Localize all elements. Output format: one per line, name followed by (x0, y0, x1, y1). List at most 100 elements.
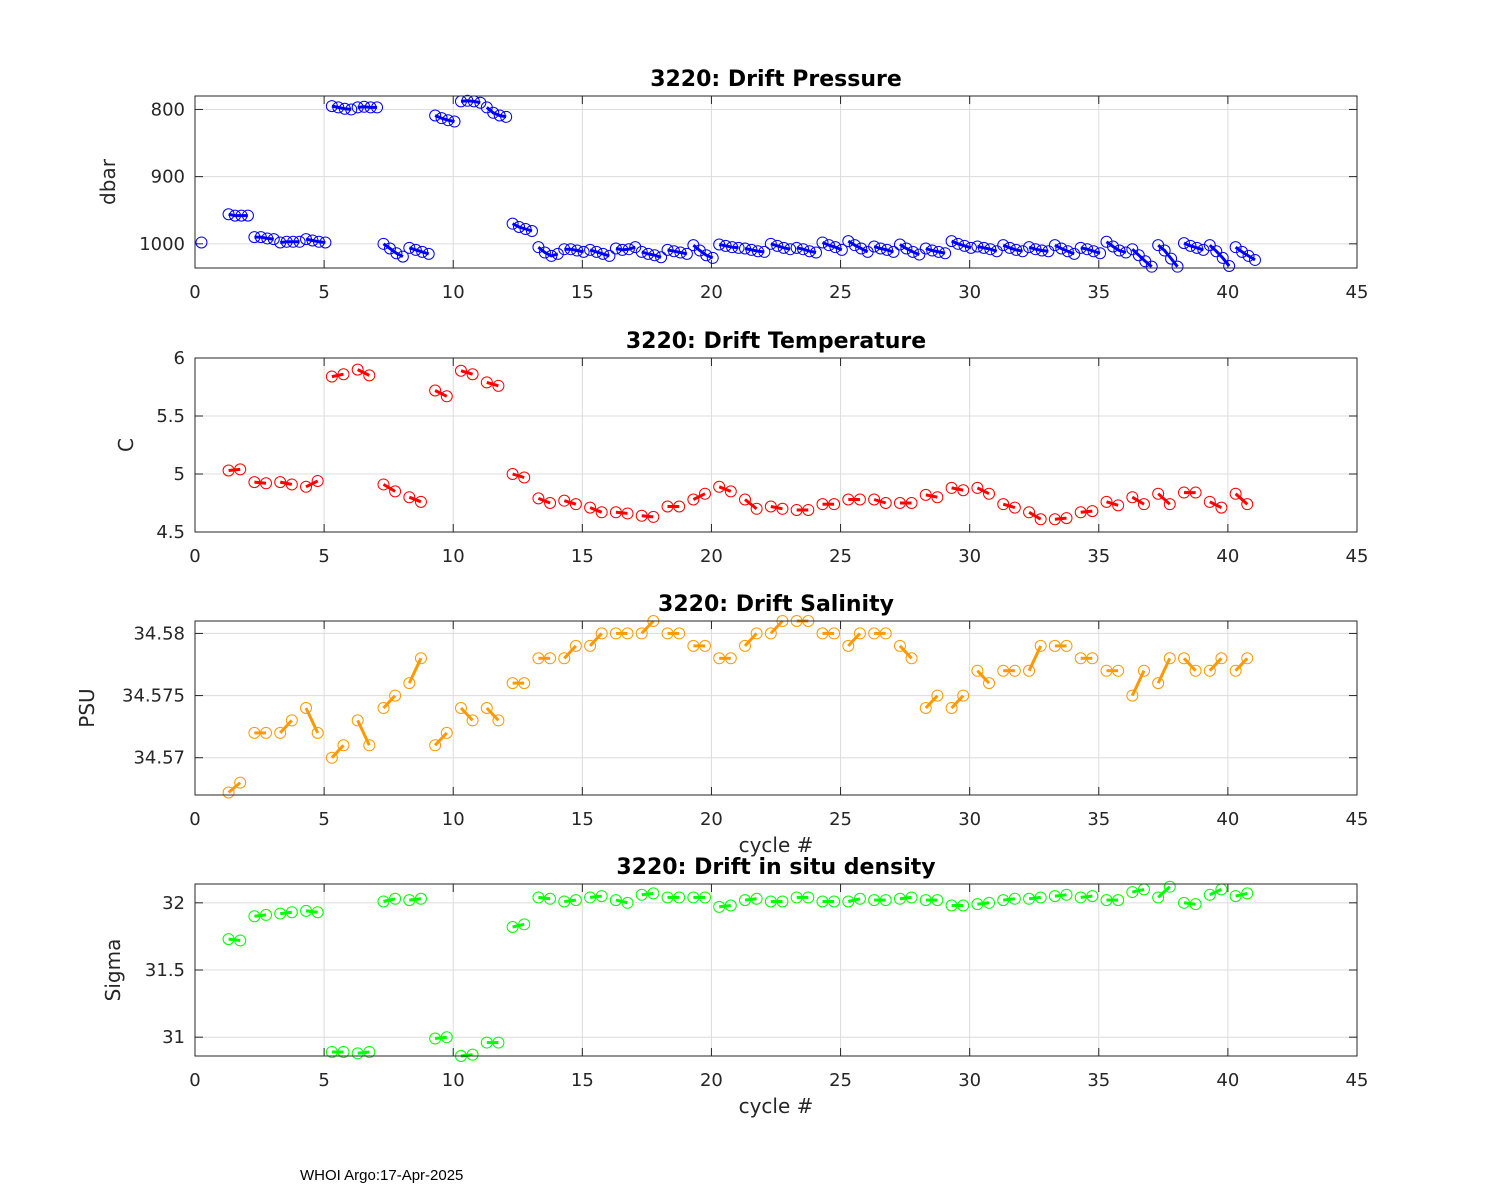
data-point (1241, 887, 1254, 900)
data-point (1126, 491, 1139, 504)
data-point (440, 1031, 453, 1044)
data-point (1203, 664, 1216, 677)
x-tick-label: 5 (318, 546, 329, 567)
data-point (1152, 891, 1165, 904)
data-point (1074, 506, 1087, 519)
data-point (551, 247, 564, 260)
series-line (382, 242, 404, 258)
y-axis-label: Sigma (101, 939, 125, 1002)
data-point (771, 239, 784, 252)
data-point (544, 892, 557, 905)
data-point (977, 241, 990, 254)
series-line (692, 244, 714, 260)
data-point (383, 242, 396, 255)
series-line (1130, 670, 1146, 697)
y-tick-label: 34.58 (133, 623, 185, 644)
series-line (589, 248, 610, 258)
data-point (1100, 664, 1113, 677)
series-line (718, 485, 732, 493)
data-point (480, 1036, 493, 1049)
plot-area (195, 96, 1357, 268)
data-point (1008, 664, 1021, 677)
series-line (459, 706, 474, 722)
data-point (868, 493, 881, 506)
series-line (460, 99, 481, 105)
x-tick-label: 10 (442, 546, 465, 567)
data-point (931, 491, 944, 504)
axes-frame (194, 883, 1358, 1057)
data-point (487, 106, 500, 119)
data-point (842, 235, 855, 248)
data-point (724, 899, 737, 912)
data-point (1061, 245, 1074, 258)
data-point (338, 102, 351, 115)
data-point (739, 894, 752, 907)
x-tick-label: 45 (1346, 546, 1369, 567)
data-point (584, 243, 597, 256)
data-point (260, 726, 273, 739)
data-point (351, 714, 364, 727)
data-point (693, 244, 706, 257)
data-point (403, 677, 416, 690)
x-tick-label: 40 (1216, 546, 1239, 567)
series-line (564, 247, 584, 254)
series-line (589, 632, 603, 647)
x-tick-label: 5 (318, 282, 329, 303)
data-point (506, 921, 519, 933)
x-tick-label: 15 (571, 1070, 594, 1091)
data-point (518, 471, 531, 484)
data-point (403, 491, 416, 504)
data-point (448, 115, 461, 128)
series-line (873, 245, 894, 254)
series-line (408, 495, 422, 504)
data-point (673, 627, 686, 640)
data-point (280, 235, 293, 248)
data-point (1048, 639, 1061, 652)
data-point (544, 497, 557, 509)
series-line (305, 237, 326, 244)
series-line (382, 483, 396, 493)
series-line (718, 243, 739, 250)
series-line (847, 239, 869, 254)
data-point (571, 244, 584, 257)
data-point (1137, 664, 1150, 677)
data-point (1184, 239, 1197, 252)
series-line (770, 242, 791, 251)
data-point (713, 238, 726, 251)
data-point (879, 894, 892, 907)
series-line (511, 222, 533, 233)
data-point (474, 96, 487, 109)
data-point (595, 506, 608, 519)
data-point (724, 652, 737, 665)
data-point (828, 498, 841, 511)
data-point (544, 652, 557, 665)
series-line (924, 694, 939, 710)
data-point (698, 487, 711, 500)
data-point (518, 918, 531, 931)
data-point (1210, 245, 1223, 258)
data-point (261, 232, 274, 245)
series-line (1209, 888, 1223, 897)
data-point (1126, 243, 1139, 256)
data-point (893, 497, 906, 509)
data-point (802, 503, 815, 516)
data-point (248, 910, 261, 923)
data-point (609, 894, 622, 907)
data-point (777, 241, 790, 254)
data-point (454, 702, 467, 714)
data-point (513, 221, 526, 234)
data-point (1203, 495, 1216, 508)
y-tick-label: 900 (151, 167, 185, 188)
data-point (440, 390, 453, 403)
data-point (492, 1036, 505, 1049)
data-point (797, 243, 810, 256)
data-point (1086, 652, 1099, 665)
data-point (506, 677, 519, 690)
series-line (434, 114, 455, 123)
data-point (325, 100, 338, 113)
data-point (222, 464, 235, 477)
data-point (661, 500, 674, 513)
data-point (558, 243, 571, 256)
data-point (260, 477, 273, 490)
series-line (227, 781, 242, 794)
